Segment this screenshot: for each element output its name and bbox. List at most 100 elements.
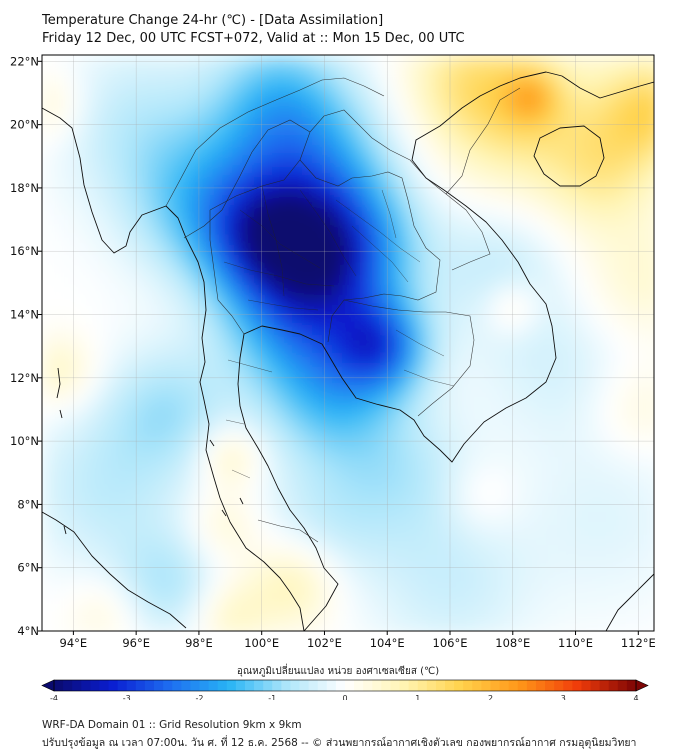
colorbar-segment (517, 680, 528, 691)
model-info: WRF-DA Domain 01 :: Grid Resolution 9km … (42, 719, 302, 731)
lon-tick-label: 104°E (370, 636, 405, 650)
province-borders (223, 185, 455, 479)
colorbar-label: อุณหภูมิเปลี่ยนแปลง หน่วย องศาเซลเซียส (… (236, 666, 440, 677)
colorbar-tick-label: 2 (488, 694, 493, 700)
map-axes: 94°E 96°E 98°E 100°E 102°E 104°E 106°E 108°E 110… (10, 54, 656, 650)
political-borders (165, 77, 521, 543)
colorbar-segment (617, 680, 628, 691)
map-subtitle: Friday 12 Dec, 00 UTC FCST+072, Valid at… (42, 31, 465, 46)
colorbar-segment (381, 680, 392, 691)
colorbar-segment (426, 680, 437, 691)
mainland-coastline (42, 107, 305, 631)
colorbar-segment (226, 680, 237, 691)
colorbar-segment (81, 680, 91, 691)
colorbar-segment (463, 680, 473, 691)
colorbar-segment (154, 680, 164, 691)
colorbar-segment (190, 680, 201, 691)
colorbar-segment (235, 680, 246, 691)
colorbar-segment (54, 680, 64, 691)
colorbar-segment (581, 680, 592, 691)
colorbar-segment (199, 680, 210, 691)
colorbar-segment (117, 680, 128, 691)
colorbar-segment (535, 680, 546, 691)
lon-tick-label: 106°E (433, 636, 468, 650)
colorbar-segment (308, 680, 319, 691)
colorbar-segment (281, 680, 292, 691)
colorbar-segment (99, 680, 110, 691)
lon-tick-label: 110°E (558, 636, 593, 650)
colorbar-segment (290, 680, 301, 691)
colorbar-segment (572, 680, 583, 691)
colorbar-segment (408, 680, 419, 691)
lat-tick-label: 10°N (10, 434, 39, 448)
vietnam-border (445, 87, 521, 195)
colorbar-segment (254, 680, 264, 691)
colorbar-tick-label: 1 (415, 694, 420, 700)
lat-tick-label: 14°N (10, 308, 39, 322)
lon-tick-label: 94°E (60, 636, 88, 650)
colorbar-segment (299, 680, 310, 691)
map-title: Temperature Change 24-hr (℃) - [Data Ass… (42, 13, 384, 28)
lat-tick-label: 18°N (10, 181, 39, 195)
colorbar-tick-label: 4 (633, 694, 638, 700)
colorbar-segment (108, 680, 119, 691)
gulf-of-thailand-coastline (237, 71, 563, 631)
lon-tick-label: 98°E (185, 636, 213, 650)
colorbar-tick-label: -2 (196, 694, 204, 700)
colorbar-min-arrow (41, 679, 55, 692)
cambodia-border (343, 299, 475, 417)
laos-border (299, 109, 491, 271)
colorbar-segment (163, 680, 173, 691)
credit-line: ปรับปรุงข้อมูล ณ เวลา 07:00น. วัน ศ. ที่… (42, 737, 637, 749)
lat-tick-label: 6°N (17, 561, 39, 575)
colorbar-tick-label: -3 (123, 694, 131, 700)
colorbar-segment (608, 680, 619, 691)
temperature-field (42, 55, 654, 631)
lat-tick-label: 4°N (17, 624, 39, 638)
colorbar-segment (445, 680, 455, 691)
colorbar-segment (508, 680, 519, 691)
hainan-island (533, 125, 605, 187)
myanmar-border (165, 77, 385, 239)
colorbar-segment (208, 680, 219, 691)
lon-tick-label: 100°E (244, 636, 279, 650)
colorbar: -4 -3 -2 -1 0 1 2 3 4 (41, 679, 649, 700)
colorbar-max-arrow (635, 679, 649, 692)
lat-tick-label: 22°N (10, 54, 39, 68)
andaman-islands (56, 367, 67, 535)
lon-tick-label: 112°E (621, 636, 656, 650)
colorbar-segment (563, 680, 573, 691)
borneo-coastline (605, 573, 654, 631)
colorbar-segment (172, 680, 182, 691)
sumatra-coastline (42, 511, 187, 629)
colorbar-segment (335, 680, 346, 691)
colorbar-segment (590, 680, 601, 691)
colorbar-segment (263, 680, 273, 691)
colorbar-segment (72, 680, 82, 691)
colorbar-segment (354, 680, 364, 691)
colorbar-segment (345, 680, 355, 691)
thailand-border (209, 159, 441, 343)
colorbar-segment (244, 680, 255, 691)
colorbar-segment (490, 680, 501, 691)
colorbar-segment (526, 680, 537, 691)
lat-tick-label: 16°N (10, 244, 39, 258)
colorbar-tick-label: 0 (342, 694, 347, 700)
coastlines (42, 71, 654, 631)
colorbar-frame (53, 679, 637, 692)
colorbar-tick-label: -4 (50, 694, 58, 700)
malaysia-border (257, 519, 319, 543)
colorbar-segment (626, 680, 637, 691)
colorbar-segment (63, 680, 73, 691)
colorbar-segment (326, 680, 337, 691)
colorbar-segment (390, 680, 401, 691)
colorbar-segment (144, 680, 155, 691)
gulf-of-tonkin-coastline (561, 75, 654, 99)
lat-tick-label: 12°N (10, 371, 39, 385)
colorbar-segment (599, 680, 610, 691)
map-frame (41, 54, 655, 632)
lat-lon-grid (42, 55, 654, 631)
colorbar-segment (317, 680, 328, 691)
colorbar-segment (472, 680, 483, 691)
colorbar-segment (363, 680, 373, 691)
